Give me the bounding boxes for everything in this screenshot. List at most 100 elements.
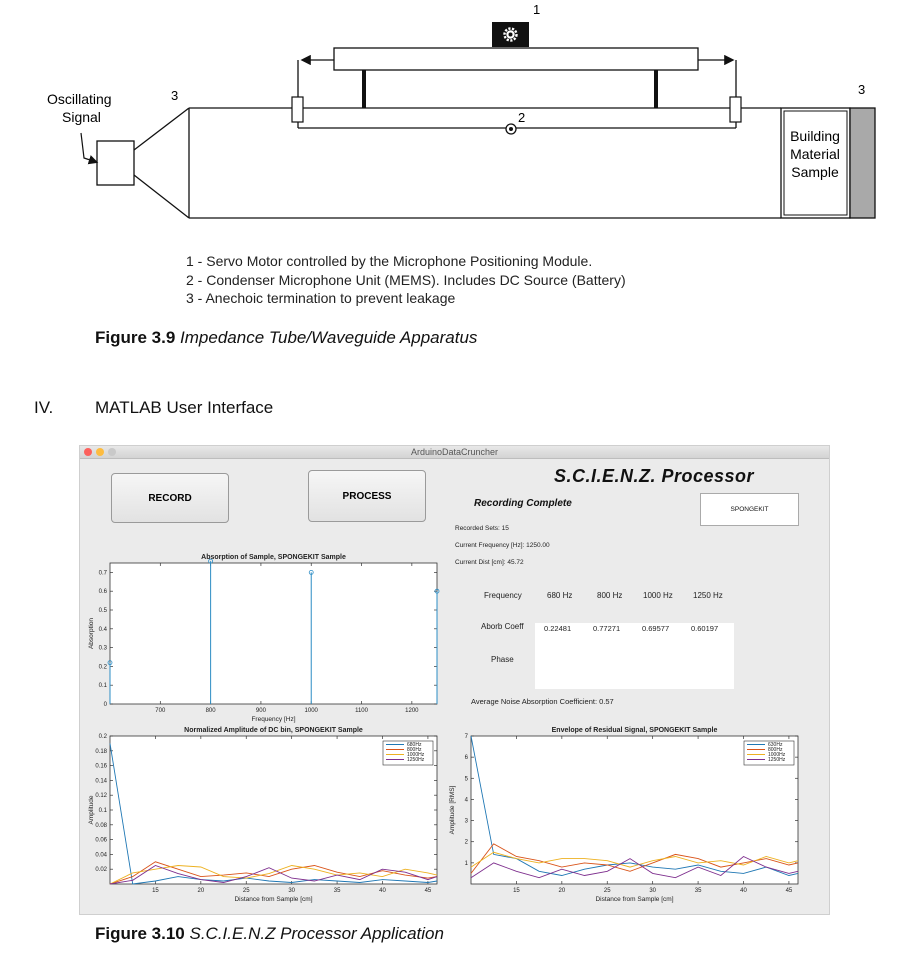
y-tick-label: 0.7: [99, 570, 108, 576]
diagram-legend: 1 - Servo Motor controlled by the Microp…: [186, 252, 626, 308]
x-tick-label: 15: [152, 888, 159, 894]
legend-entry: 800Hz: [768, 747, 783, 753]
x-tick-label: 35: [334, 888, 341, 894]
caption-number: Figure 3.10: [95, 924, 185, 943]
table-col-header: 800 Hz: [597, 591, 623, 600]
label-3-right: 3: [858, 82, 865, 97]
section-title: MATLAB User Interface: [95, 398, 274, 417]
x-tick-label: 40: [379, 888, 386, 894]
x-tick-label: 30: [288, 888, 295, 894]
app-title: S.C.I.E.N.Z. Processor: [554, 466, 755, 486]
y-tick-label: 3: [465, 819, 469, 825]
legend-entry: 680Hz: [407, 742, 422, 748]
x-axis-label: Distance from Sample [cm]: [595, 896, 673, 903]
stem-point: [107, 660, 113, 666]
y-tick-label: 0.14: [95, 778, 107, 784]
x-tick-label: 35: [695, 888, 702, 894]
x-tick-label: 20: [197, 888, 204, 894]
table-row-frequency: Frequency: [484, 591, 522, 600]
minimize-window-button[interactable]: [96, 448, 104, 456]
table-cell: 0.77271: [593, 624, 621, 633]
stem-point: [434, 588, 440, 594]
legend-entry: 1000Hz: [768, 752, 786, 758]
oscillating-signal-label: Oscillating: [47, 91, 112, 107]
sample-label-2: Material: [790, 146, 840, 162]
x-tick-label: 20: [558, 888, 565, 894]
y-axis-label: Amplitude: [88, 795, 95, 824]
chart-title: Absorption of Sample, SPONGEKIT Sample: [201, 554, 346, 561]
record-button[interactable]: RECORD: [111, 473, 229, 523]
y-tick-label: 4: [465, 797, 469, 803]
plot-area: [109, 735, 438, 885]
x-axis-label: Frequency [Hz]: [251, 716, 295, 723]
stem-point: [208, 558, 214, 564]
series-line: [470, 851, 799, 868]
legend-box: [382, 740, 434, 766]
current-frequency: Current Frequency [Hz]: 1250.00: [455, 542, 550, 549]
y-tick-label: 0.2: [99, 664, 108, 670]
y-tick-label: 0.5: [99, 608, 108, 614]
table-row-phase: Phase: [491, 655, 514, 664]
series-line: [109, 865, 438, 885]
y-tick-label: 0.06: [95, 838, 107, 844]
chart-title: Envelope of Residual Signal, SPONGEKIT S…: [552, 727, 718, 734]
table-cell: 0.69577: [642, 624, 670, 633]
anechoic-termination: [849, 107, 876, 219]
y-axis-label: Absorption: [88, 618, 95, 649]
window-title: ArduinoDataCruncher: [410, 447, 499, 457]
series-line: [470, 855, 799, 879]
y-tick-label: 0.08: [95, 823, 107, 829]
y-tick-label: 0.18: [95, 749, 107, 755]
caption-text: Impedance Tube/Waveguide Apparatus: [180, 328, 478, 347]
y-tick-label: 0.12: [95, 793, 107, 799]
x-tick-label: 15: [513, 888, 520, 894]
x-tick-label: 1100: [355, 708, 369, 714]
table-col-header: 680 Hz: [547, 591, 573, 600]
process-button[interactable]: PROCESS: [308, 470, 426, 522]
label-1: 1: [533, 2, 540, 17]
y-tick-label: 0.1: [99, 683, 108, 689]
matlab-app-window: ArduinoDataCruncher RECORD PROCESS S.C.I…: [79, 445, 830, 915]
results-table: [535, 623, 734, 689]
sample-label-3: Sample: [791, 164, 839, 180]
recorded-sets: Recorded Sets: 15: [455, 525, 509, 532]
figure-3-9-caption: Figure 3.9 Impedance Tube/Waveguide Appa…: [95, 328, 477, 348]
x-tick-label: 40: [740, 888, 747, 894]
caption-text: S.C.I.E.N.Z Processor Application: [189, 924, 444, 943]
plot-area: [470, 735, 799, 885]
y-tick-label: 0.1: [99, 808, 108, 814]
window-titlebar: ArduinoDataCruncher: [80, 446, 829, 459]
legend-entry: 800Hz: [407, 747, 422, 753]
caption-number: Figure 3.9: [95, 328, 176, 347]
x-tick-label: 25: [604, 888, 611, 894]
stem-point: [308, 570, 314, 575]
legend-entry: 1250Hz: [407, 757, 425, 763]
label-2: 2: [518, 110, 525, 125]
legend-item: 2 - Condenser Microphone Unit (MEMS). In…: [186, 271, 626, 288]
y-tick-label: 5: [465, 776, 469, 782]
series-line: [109, 865, 438, 885]
close-window-button[interactable]: [84, 448, 92, 456]
figure-3-10-caption: Figure 3.10 S.C.I.E.N.Z Processor Applic…: [95, 924, 444, 944]
x-tick-label: 1200: [405, 708, 419, 714]
sample-name-field[interactable]: SPONGEKIT: [700, 493, 799, 526]
chart-title: Normalized Amplitude of DC bin, SPONGEKI…: [184, 727, 363, 734]
y-tick-label: 0: [104, 702, 108, 708]
legend-item: 3 - Anechoic termination to prevent leak…: [186, 290, 456, 306]
y-tick-label: 0.04: [95, 852, 107, 858]
y-tick-label: 0.2: [99, 734, 108, 740]
y-tick-label: 1: [465, 861, 469, 867]
legend-entry: 630Hz: [768, 742, 783, 748]
table-cell: 0.22481: [544, 624, 572, 633]
y-tick-label: 0.3: [99, 646, 108, 652]
table-cell: 0.60197: [691, 624, 719, 633]
table-row-absorb: Aborb Coeff: [481, 622, 524, 631]
series-line: [470, 735, 799, 876]
label-3-left: 3: [171, 88, 178, 103]
legend-item: 1 - Servo Motor controlled by the Microp…: [186, 253, 593, 269]
x-tick-label: 1000: [305, 708, 319, 714]
impedance-tube-diagram: 1 2 3 Oscillating Signal Building Materi…: [47, 2, 876, 219]
gear-icon: [503, 27, 518, 42]
zoom-window-button[interactable]: [108, 448, 116, 456]
current-distance: Current Dist [cm]: 45.72: [455, 559, 524, 566]
